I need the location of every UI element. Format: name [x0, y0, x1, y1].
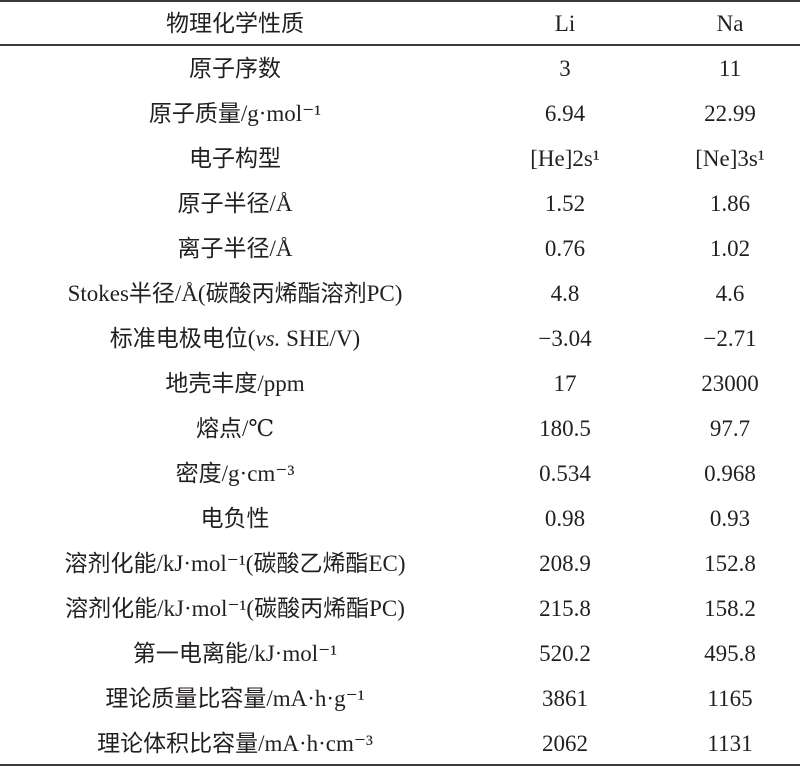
na-value-cell: 0.93	[709, 506, 751, 531]
header-na: Na	[716, 11, 744, 36]
property-cell: 离子半径/Å	[177, 236, 293, 261]
li-value-cell: −3.04	[538, 326, 592, 351]
property-text-part: 标准电极电位(	[109, 326, 256, 351]
property-cell: 密度/g·cm⁻³	[175, 461, 295, 486]
na-value-cell: 0.968	[704, 461, 756, 486]
na-value-cell: 11	[718, 56, 742, 81]
na-value-cell: 1.02	[709, 236, 751, 261]
table-row: 离子半径/Å 0.76 1.02	[0, 226, 800, 271]
table-header-row: 物理化学性质 Li Na	[0, 1, 800, 46]
li-value-cell: 0.76	[544, 236, 586, 261]
na-value-cell: 1165	[707, 686, 753, 711]
table-row: 电负性 0.98 0.93	[0, 496, 800, 541]
li-value-cell: 6.94	[544, 101, 586, 126]
na-value-cell: 97.7	[709, 416, 751, 441]
property-cell: 熔点/℃	[195, 416, 275, 441]
li-value-cell: 4.8	[550, 281, 580, 306]
table-row: 密度/g·cm⁻³ 0.534 0.968	[0, 451, 800, 496]
property-cell: 溶剂化能/kJ·mol⁻¹(碳酸乙烯酯EC)	[64, 551, 406, 576]
li-value-cell: 180.5	[539, 416, 591, 441]
property-cell: 原子质量/g·mol⁻¹	[148, 101, 322, 126]
table-row: 溶剂化能/kJ·mol⁻¹(碳酸乙烯酯EC) 208.9 152.8	[0, 541, 800, 586]
na-value-cell: 152.8	[704, 551, 756, 576]
na-value-cell: 158.2	[704, 596, 756, 621]
li-value-cell: 3	[559, 56, 571, 81]
table-row: 电子构型 [He]2s¹ [Ne]3s¹	[0, 136, 800, 181]
table-row: 原子质量/g·mol⁻¹ 6.94 22.99	[0, 91, 800, 136]
table-row: 标准电极电位(vs. SHE/V) −3.04 −2.71	[0, 316, 800, 361]
na-value-cell: 23000	[701, 371, 759, 396]
li-value-cell: [He]2s¹	[530, 146, 600, 171]
table-row: 原子序数 3 11	[0, 46, 800, 91]
na-value-cell: 1131	[707, 731, 753, 756]
table-row: 原子半径/Å 1.52 1.86	[0, 181, 800, 226]
property-cell: 原子序数	[189, 56, 281, 81]
li-value-cell: 0.534	[539, 461, 591, 486]
table-row: 熔点/℃ 180.5 97.7	[0, 406, 800, 451]
header-property: 物理化学性质	[166, 11, 304, 36]
li-value-cell: 215.8	[539, 596, 591, 621]
property-cell: 电负性	[200, 506, 270, 531]
property-cell: 溶剂化能/kJ·mol⁻¹(碳酸丙烯酯PC)	[65, 596, 405, 621]
table-row: 溶剂化能/kJ·mol⁻¹(碳酸丙烯酯PC) 215.8 158.2	[0, 586, 800, 631]
property-cell: 地壳丰度/ppm	[165, 371, 305, 396]
li-value-cell: 3861	[542, 686, 588, 711]
bottom-rule	[0, 764, 800, 766]
property-cell: 理论体积比容量/mA·h·cm⁻³	[97, 731, 373, 756]
table-row: 理论体积比容量/mA·h·cm⁻³ 2062 1131	[0, 721, 800, 766]
property-cell: 标准电极电位(vs. SHE/V)	[0, 316, 470, 361]
li-value-cell: 1.52	[544, 191, 586, 216]
na-value-cell: 4.6	[715, 281, 745, 306]
property-cell: 原子半径/Å	[177, 191, 293, 216]
table-row: 地壳丰度/ppm 17 23000	[0, 361, 800, 406]
header-li: Li	[554, 11, 576, 36]
table-row: 第一电离能/kJ·mol⁻¹ 520.2 495.8	[0, 631, 800, 676]
property-text-part: vs.	[255, 326, 281, 351]
na-value-cell: 495.8	[704, 641, 756, 666]
table-row: 理论质量比容量/mA·h·g⁻¹ 3861 1165	[0, 676, 800, 721]
top-rule	[0, 0, 800, 2]
property-cell: 第一电离能/kJ·mol⁻¹	[132, 641, 338, 666]
li-value-cell: 0.98	[544, 506, 586, 531]
table-row: Stokes半径/Å(碳酸丙烯酯溶剂PC) 4.8 4.6	[0, 271, 800, 316]
header-rule	[0, 44, 800, 46]
na-value-cell: −2.71	[703, 326, 757, 351]
li-value-cell: 208.9	[539, 551, 591, 576]
na-value-cell: 1.86	[709, 191, 751, 216]
li-value-cell: 17	[553, 371, 577, 396]
li-value-cell: 2062	[542, 731, 588, 756]
na-value-cell: [Ne]3s¹	[695, 146, 765, 171]
na-value-cell: 22.99	[704, 101, 756, 126]
property-cell: 理论质量比容量/mA·h·g⁻¹	[105, 686, 365, 711]
property-cell: 电子构型	[189, 146, 281, 171]
property-text-part: SHE/V)	[280, 326, 361, 351]
property-cell: Stokes半径/Å(碳酸丙烯酯溶剂PC)	[67, 281, 403, 306]
li-value-cell: 520.2	[539, 641, 591, 666]
